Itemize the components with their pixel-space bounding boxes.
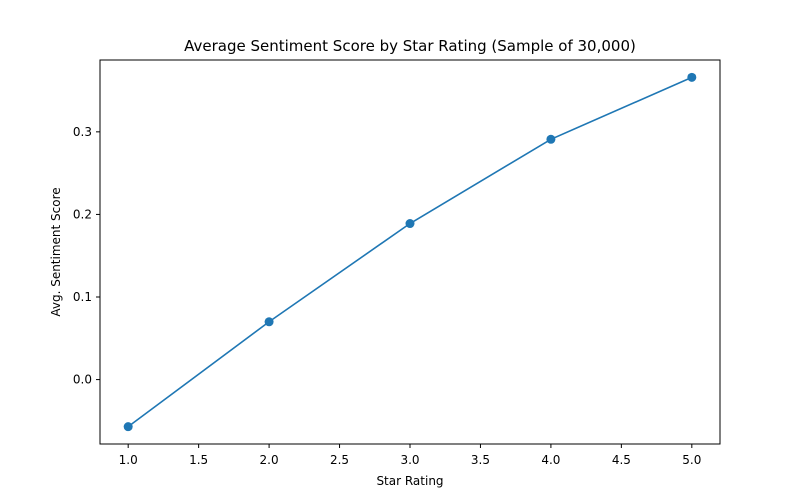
y-tick-label: 0.0 (73, 373, 92, 387)
chart-title: Average Sentiment Score by Star Rating (… (184, 37, 636, 55)
data-point (264, 317, 274, 327)
x-tick-label: 2.0 (260, 453, 279, 467)
y-tick-label: 0.2 (73, 207, 92, 221)
y-axis: 0.0 0.1 0.2 0.3 (73, 125, 100, 387)
x-axis-label: Star Rating (376, 474, 443, 488)
y-tick-label: 0.1 (73, 290, 92, 304)
plot-area (123, 72, 697, 432)
x-tick-label: 4.0 (541, 453, 560, 467)
data-point (405, 219, 415, 229)
x-tick-label: 1.5 (189, 453, 208, 467)
x-axis: 1.0 1.5 2.0 2.5 3.0 3.5 4.0 4.5 5.0 (119, 444, 701, 467)
x-tick-label: 3.0 (400, 453, 419, 467)
x-tick-label: 4.5 (612, 453, 631, 467)
x-tick-label: 5.0 (682, 453, 701, 467)
x-tick-label: 2.5 (330, 453, 349, 467)
y-axis-label: Avg. Sentiment Score (49, 187, 63, 316)
x-tick-label: 3.5 (471, 453, 490, 467)
y-tick-label: 0.3 (73, 125, 92, 139)
data-point (546, 134, 556, 144)
data-point (687, 72, 697, 82)
x-tick-label: 1.0 (119, 453, 138, 467)
data-point (123, 422, 133, 432)
